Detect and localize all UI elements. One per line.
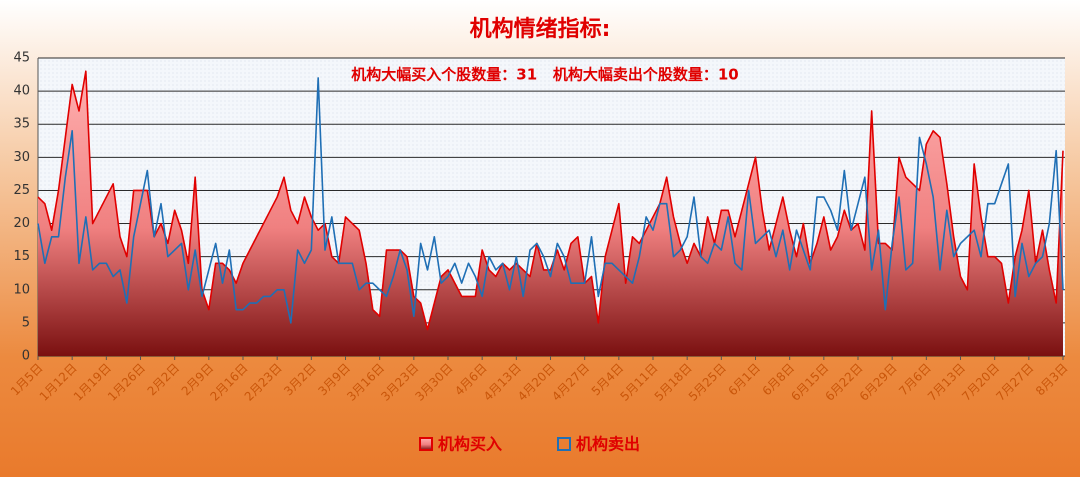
y-tick-label: 5 xyxy=(22,315,30,330)
legend-swatch xyxy=(419,437,433,451)
marks xyxy=(37,70,1064,357)
chart-title: 机构情绪指标: xyxy=(470,16,611,42)
legend-label: 机构卖出 xyxy=(576,435,640,454)
y-tick-label: 15 xyxy=(13,249,30,264)
annotation: 机构大幅买入个股数量：31 机构大幅卖出个股数量：10 xyxy=(351,66,738,84)
y-tick-label: 10 xyxy=(13,282,30,297)
legend-label: 机构买入 xyxy=(438,435,502,454)
y-tick-label: 45 xyxy=(13,51,30,66)
y-tick-label: 0 xyxy=(22,349,30,364)
y-tick-label: 35 xyxy=(13,117,30,132)
y-tick-label: 25 xyxy=(13,183,30,198)
line xyxy=(37,77,1064,324)
y-tick-label: 20 xyxy=(13,216,30,231)
y-tick-label: 40 xyxy=(13,84,30,99)
legend-swatch xyxy=(557,437,571,451)
y-tick-label: 30 xyxy=(13,150,30,165)
